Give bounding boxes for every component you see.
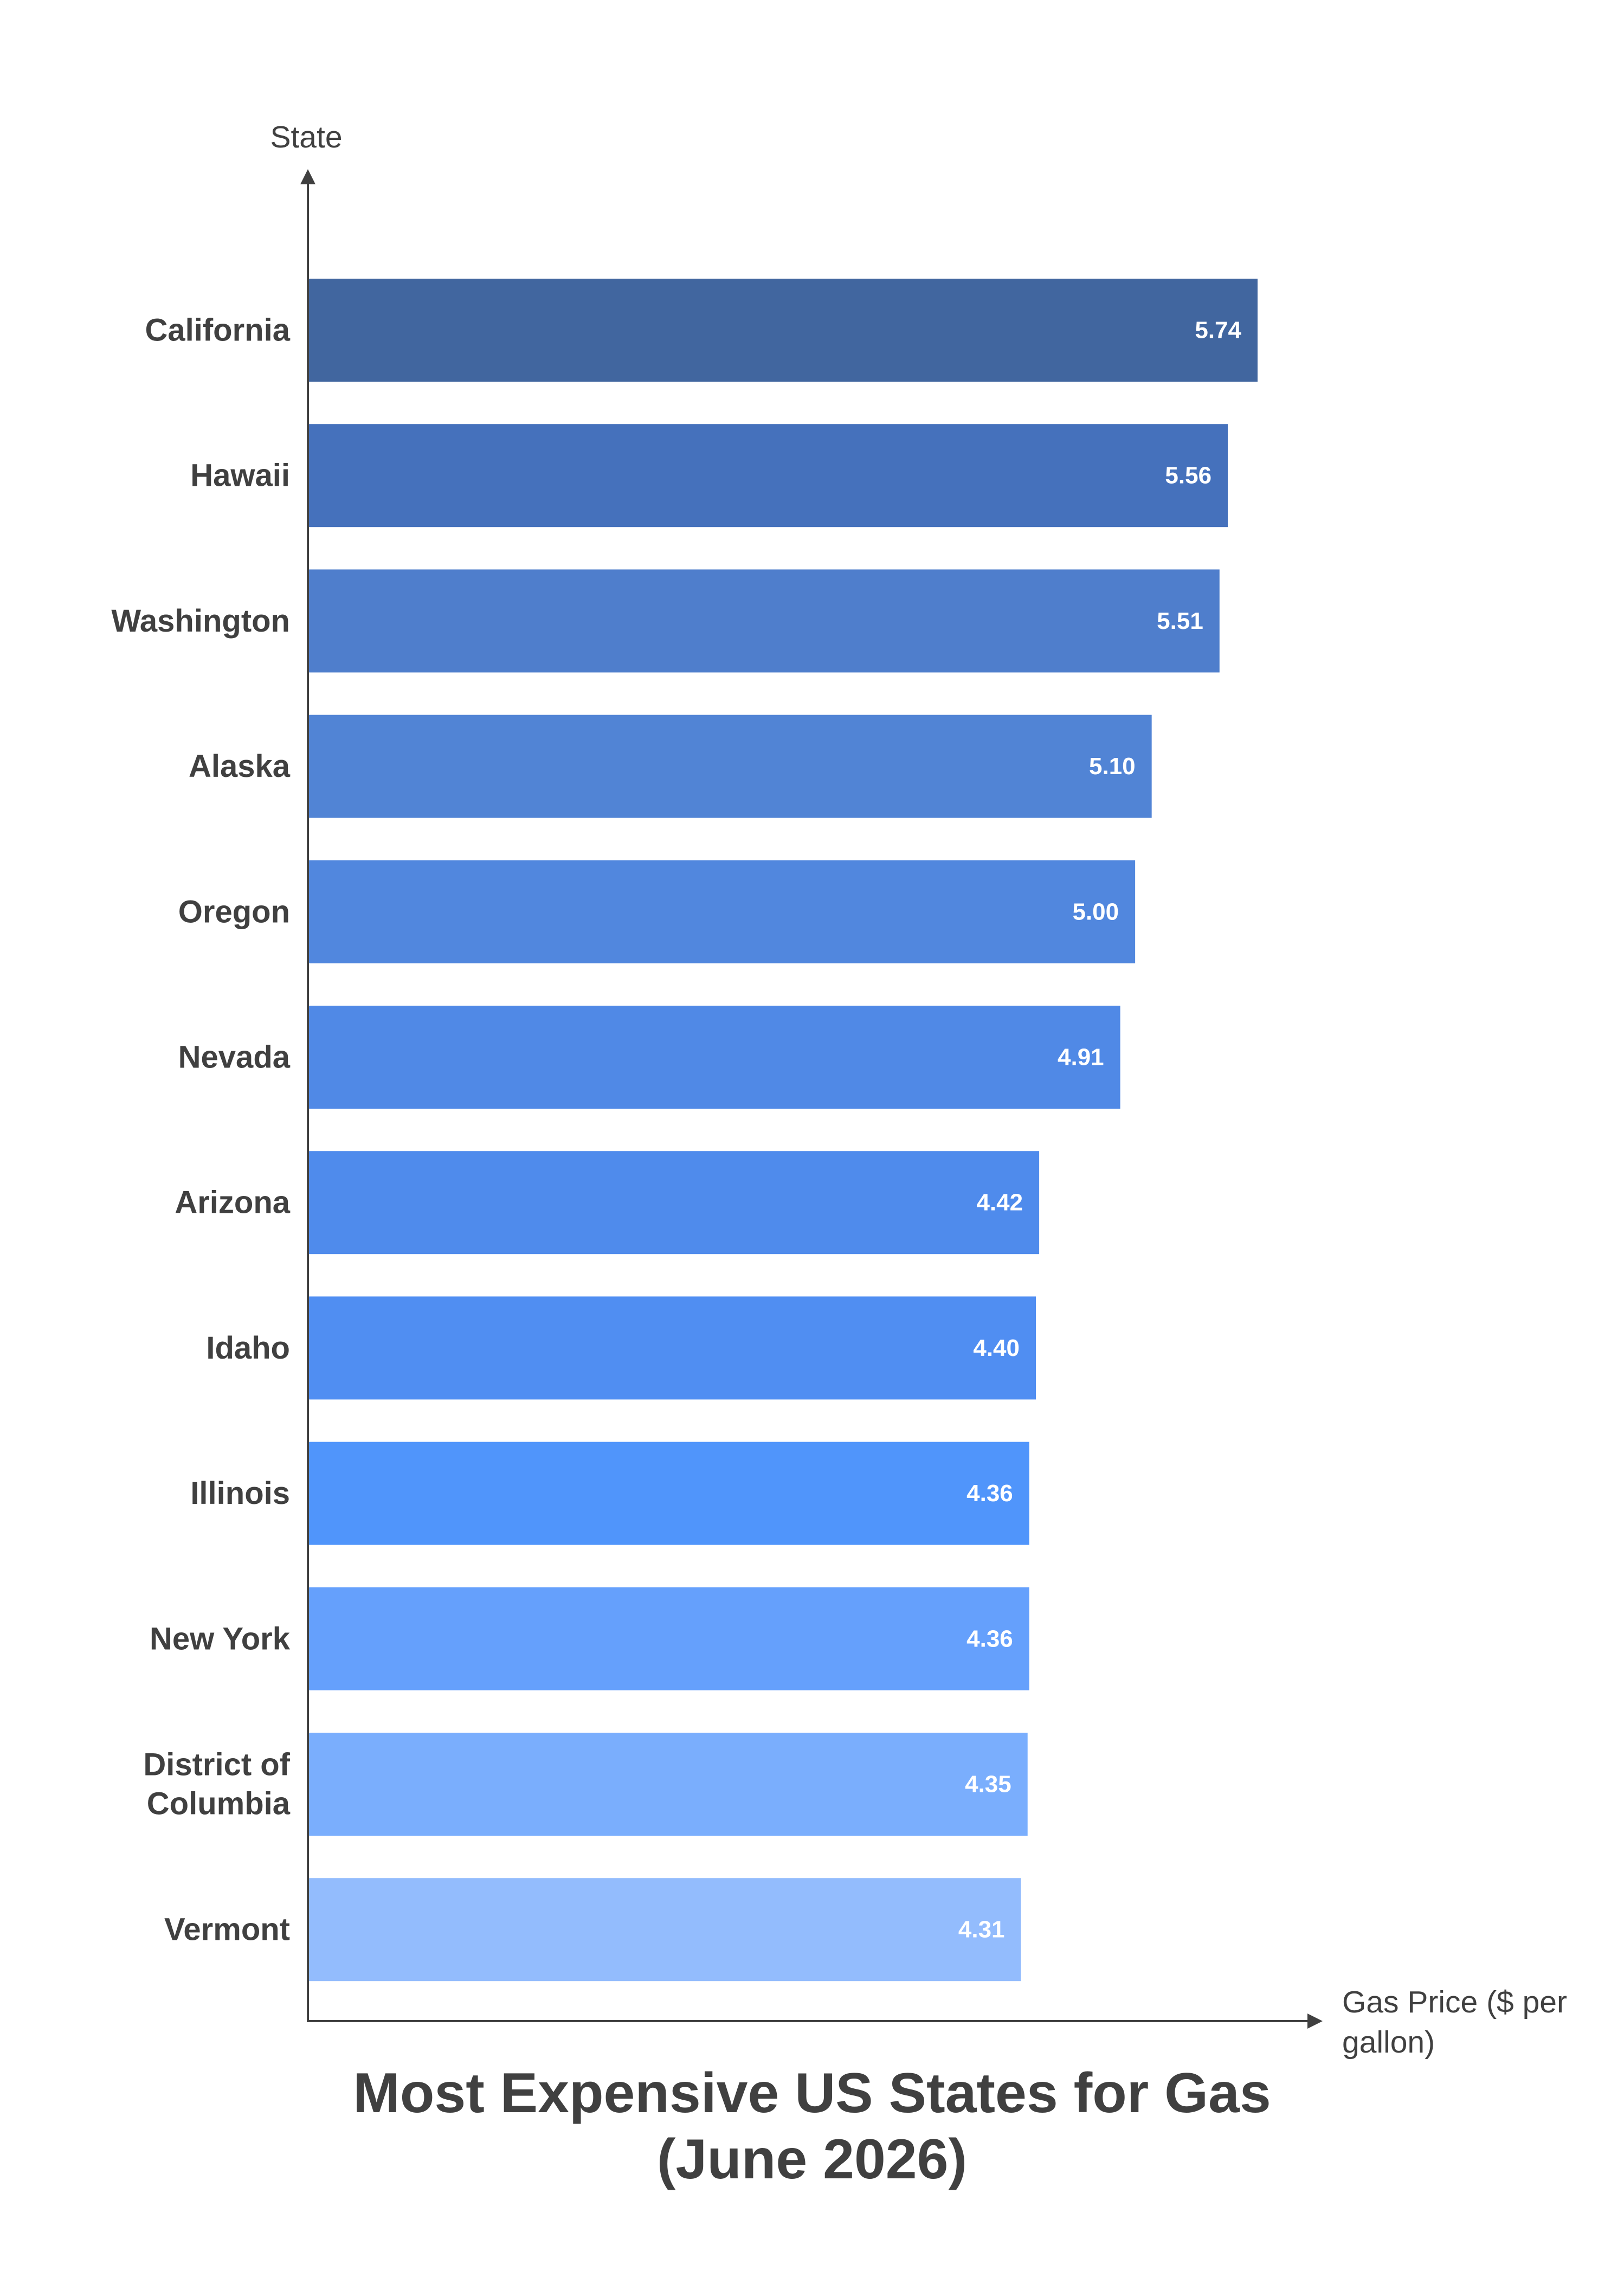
category-label-line: Nevada: [178, 1040, 291, 1075]
bar: [308, 1733, 1028, 1836]
category-label: Illinois: [190, 1476, 290, 1511]
bar-value-label: 4.91: [1058, 1044, 1104, 1071]
bar-value-label: 4.35: [965, 1771, 1011, 1798]
category-label-line: Idaho: [206, 1330, 290, 1366]
category-label-line: Hawaii: [190, 458, 290, 493]
chart-subtitle: (June 2026): [656, 2128, 968, 2191]
bar-value-label: 5.51: [1157, 608, 1203, 634]
category-label: Arizona: [175, 1185, 290, 1220]
bars-layer: 5.74 5.56 5.51 5.10 5.00 4.91 4.42 4.40 4.36 4.36…: [308, 279, 1258, 1982]
category-label: Idaho: [206, 1330, 290, 1366]
category-label: District of Columbia: [143, 1747, 290, 1822]
axes-layer: State Gas Price ($ per gallon): [270, 120, 1576, 2060]
category-label-line: Vermont: [164, 1912, 290, 1947]
bar: [308, 1587, 1029, 1690]
bar: [308, 424, 1228, 528]
bar-value-label: 5.74: [1195, 317, 1241, 344]
category-label-line: Illinois: [190, 1476, 290, 1511]
category-label: Hawaii: [190, 458, 290, 493]
bar-value-label: 4.42: [976, 1189, 1023, 1216]
category-label-line: Alaska: [189, 749, 291, 784]
category-labels-layer: California Hawaii Washington Alaska Oregon Ne…: [111, 313, 290, 1947]
bar: [308, 1006, 1120, 1109]
category-label: Vermont: [164, 1912, 290, 1947]
chart-title: Most Expensive US States for Gas (June 2…: [0, 2060, 1624, 2192]
bar: [308, 715, 1152, 818]
x-axis-arrow-icon: [1307, 2014, 1323, 2029]
bar: [308, 1296, 1036, 1400]
category-label-line: Oregon: [178, 894, 290, 929]
bar-value-label: 5.00: [1072, 898, 1119, 925]
category-label: Alaska: [189, 749, 291, 784]
bar-value-label: 4.36: [966, 1480, 1013, 1507]
category-label-line: District of: [143, 1747, 290, 1783]
category-label-line: Columbia: [147, 1786, 291, 1822]
category-label-line: Washington: [111, 603, 290, 639]
bar-value-label: 4.36: [966, 1625, 1013, 1652]
bar: [308, 279, 1258, 382]
bar: [308, 1878, 1021, 1982]
bar-value-label: 4.31: [958, 1916, 1005, 1943]
bar: [308, 860, 1136, 963]
category-label: Nevada: [178, 1040, 291, 1075]
category-label: Washington: [111, 603, 290, 639]
category-label: New York: [150, 1621, 291, 1656]
bar: [308, 1151, 1040, 1255]
category-label-line: Arizona: [175, 1185, 290, 1220]
x-axis-title: Gas Price ($ per gallon): [1342, 1985, 1576, 2060]
category-label: Oregon: [178, 894, 290, 929]
y-axis-title: State: [270, 120, 342, 155]
category-label-line: New York: [150, 1621, 291, 1656]
category-label-line: California: [145, 313, 291, 348]
bar-value-label: 5.56: [1165, 462, 1211, 489]
bar: [308, 569, 1220, 673]
chart-title-main: Most Expensive US States for Gas: [353, 2062, 1271, 2125]
bar: [308, 1442, 1029, 1545]
bar-value-label: 4.40: [973, 1335, 1020, 1361]
x-axis-title-line-2: gallon): [1342, 2025, 1435, 2060]
category-label: California: [145, 313, 291, 348]
y-axis-arrow-icon: [300, 169, 315, 184]
x-axis-title-line-1: Gas Price ($ per: [1342, 1985, 1567, 2019]
bar-value-label: 5.10: [1089, 753, 1136, 780]
